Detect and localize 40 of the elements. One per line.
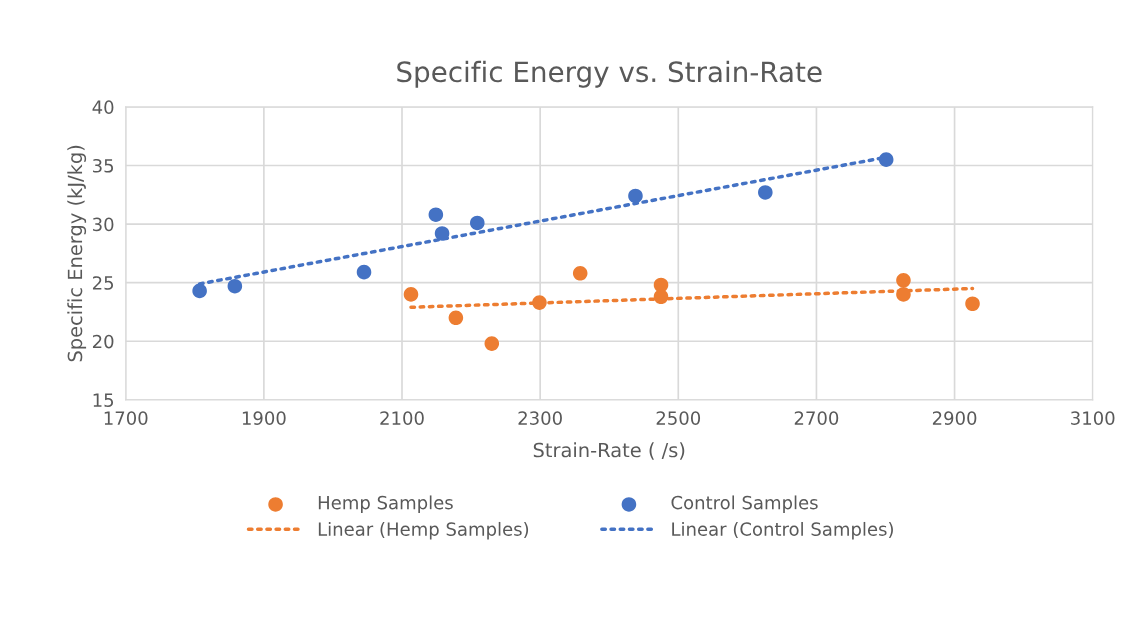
y-tick-label: 30 bbox=[93, 217, 114, 232]
y-tick-label: 40 bbox=[92, 100, 114, 115]
point bbox=[484, 336, 500, 351]
point bbox=[356, 264, 372, 280]
legend-label: Control Samples bbox=[671, 495, 818, 513]
legend-label: Hemp Samples bbox=[318, 495, 453, 513]
y-axis-title: Specific Energy (kJ/kg) bbox=[67, 145, 87, 362]
legend-label: Linear (Control Samples) bbox=[672, 521, 893, 540]
x-tick-label: 1700 bbox=[104, 411, 148, 425]
x-tick-label: 2700 bbox=[794, 411, 839, 425]
y-tick-label: 15 bbox=[93, 393, 114, 407]
legend-label: Linear (Hemp Samples) bbox=[318, 521, 529, 540]
point bbox=[628, 188, 643, 204]
y-tick-label: 25 bbox=[92, 276, 114, 290]
x-tick-label: 2900 bbox=[932, 411, 977, 425]
chart-title: Specific Energy vs. Strain-Rate bbox=[397, 60, 822, 88]
point bbox=[403, 287, 419, 302]
point bbox=[965, 296, 980, 312]
x-axis-title: Strain-Rate ( /s) bbox=[533, 442, 685, 460]
x-tick-label: 2100 bbox=[380, 411, 424, 425]
point bbox=[470, 215, 485, 231]
point bbox=[896, 273, 911, 288]
point bbox=[653, 277, 669, 293]
point bbox=[192, 283, 207, 299]
point bbox=[758, 185, 773, 200]
x-tick-label: 1900 bbox=[242, 411, 286, 425]
point bbox=[227, 278, 243, 294]
point bbox=[532, 295, 547, 310]
point bbox=[428, 207, 444, 222]
y-tick-label: 35 bbox=[93, 158, 114, 173]
x-tick-label: 3100 bbox=[1071, 411, 1115, 425]
x-tick-label: 2500 bbox=[656, 411, 701, 425]
point bbox=[448, 310, 464, 326]
y-tick-label: 20 bbox=[92, 334, 114, 349]
point bbox=[878, 152, 894, 167]
point bbox=[653, 289, 669, 305]
x-tick-label: 2300 bbox=[518, 411, 562, 425]
point bbox=[572, 266, 588, 281]
point bbox=[896, 287, 911, 302]
point bbox=[434, 226, 450, 241]
